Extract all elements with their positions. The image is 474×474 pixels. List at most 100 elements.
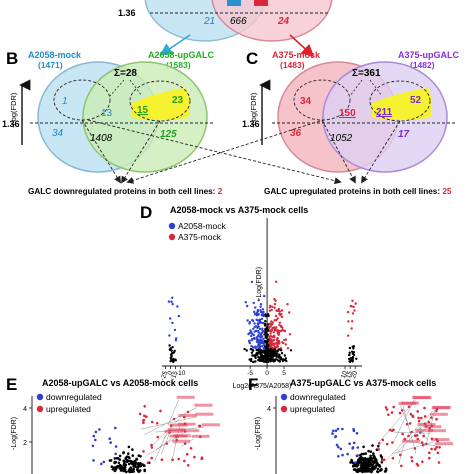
- panel-d-point: [171, 346, 174, 349]
- axis-tick-label: 2: [23, 440, 27, 447]
- panel-d-point: [269, 344, 272, 347]
- gene-leader-line: [400, 405, 409, 426]
- panel-d-point: [171, 321, 174, 325]
- scatter-point: [357, 468, 361, 472]
- panel-d-point: [276, 329, 279, 332]
- panel-d-point: [170, 349, 173, 352]
- scatter-point: [122, 469, 126, 472]
- panel-b-count-1: 1: [62, 96, 68, 107]
- panel-d-point: [251, 332, 254, 335]
- panel-d-point: [288, 311, 291, 314]
- panel-d-point: [281, 341, 284, 344]
- panel-d-point: [351, 312, 355, 315]
- panel-d-point: [271, 305, 274, 308]
- panel-d-point: [271, 348, 274, 352]
- panel-d-point: [257, 331, 260, 334]
- panel-d-point: [273, 306, 276, 309]
- panel-d-point: [169, 347, 172, 350]
- panel-d-point: [280, 349, 283, 352]
- scatter-point: [366, 466, 370, 469]
- gene-leader-line: [162, 432, 170, 440]
- panel-b-threshold-label: 1.36: [2, 119, 20, 129]
- scatter-point: [377, 442, 381, 445]
- panel-d-point: [253, 313, 257, 316]
- panel-d-point: [250, 339, 253, 342]
- panel-e-plot: -Log(FDR) 4 2 downregulated upregulated: [11, 392, 220, 474]
- scatter-point: [189, 447, 193, 450]
- panel-d-point: [267, 339, 270, 342]
- gene-leader-line: [405, 440, 438, 447]
- panel-d-point: [257, 339, 260, 342]
- panel-d-point: [272, 338, 276, 342]
- panel-d-legend-marker: [168, 222, 176, 230]
- panel-d-point: [259, 359, 262, 362]
- panel-d-point: [261, 342, 265, 345]
- panel-d-point: [260, 314, 263, 317]
- panel-d-point: [273, 302, 277, 306]
- panel-d-point: [264, 351, 268, 355]
- scatter-point: [128, 456, 131, 460]
- panel-c-down-arrow-2: [361, 120, 401, 184]
- panel-d-point: [262, 314, 266, 317]
- panel-d-x-tick-label: -10: [176, 370, 186, 377]
- axis-tick-label: 4: [267, 406, 271, 413]
- panel-c-threshold-label: 1.36: [242, 119, 260, 129]
- scatter-point: [435, 409, 438, 413]
- panel-c-count-3: 211: [376, 107, 393, 118]
- panel-d-point: [275, 280, 278, 283]
- scatter-point: [183, 459, 186, 463]
- panel-d-point: [248, 322, 251, 325]
- panel-a-threshold-label: 1.36: [118, 8, 136, 18]
- scatter-point: [113, 457, 117, 460]
- panel-d-point: [259, 338, 262, 341]
- panel-d-point: [250, 351, 254, 354]
- panel-d-point: [246, 319, 249, 322]
- scatter-point: [417, 416, 420, 420]
- panel-e-letter: E: [6, 375, 17, 394]
- scatter-point: [371, 465, 375, 468]
- scatter-point: [423, 415, 427, 418]
- scatter-point: [137, 464, 141, 468]
- scatter-point: [388, 428, 392, 432]
- panel-d-point: [259, 357, 262, 360]
- panel-d-point: [282, 329, 286, 332]
- scatter-point: [422, 434, 425, 438]
- panel-d-point: [352, 351, 356, 354]
- panel-d-point: [247, 332, 250, 336]
- panel-c-count-6: 1052: [330, 133, 353, 144]
- scatter-point: [355, 432, 359, 435]
- scatter-point: [109, 459, 113, 462]
- panel-d-point: [260, 354, 263, 357]
- panel-d-point: [351, 357, 354, 360]
- panel-d-x-tick-label: 20: [350, 370, 359, 380]
- panel-d-xlabel: Log2(A375/A2058): [233, 383, 292, 390]
- panel-b-sigma-pointer: [109, 79, 125, 97]
- scatter-point: [362, 445, 365, 449]
- panel-d-point: [261, 321, 265, 325]
- gene-leader-line: [419, 426, 428, 441]
- scatter-point: [126, 460, 129, 463]
- panel-d-x-tick-label: -15: [170, 370, 180, 382]
- caption-down: GALC downregulated proteins in both cell…: [28, 187, 223, 196]
- scatter-point: [118, 454, 122, 458]
- panel-d-point: [252, 333, 255, 337]
- panel-d-point: [264, 333, 267, 336]
- scatter-point: [198, 424, 202, 428]
- legend-marker: [36, 405, 44, 413]
- scatter-point: [383, 470, 387, 473]
- scatter-point: [352, 465, 355, 468]
- gene-label-mark: [415, 428, 434, 432]
- panel-d-point: [350, 359, 353, 362]
- panel-d-point: [271, 322, 274, 325]
- panel-d-point: [169, 317, 172, 320]
- caption-down-value: 2: [218, 187, 223, 196]
- panel-d-point: [260, 335, 263, 339]
- panel-c-left-label: A375-mock: [272, 50, 321, 60]
- panel-d-point: [269, 322, 272, 325]
- panel-f-plot: -Log(FDR) 4 downregulated upregulated: [255, 392, 454, 474]
- panel-d-point: [350, 327, 353, 330]
- scatter-point: [390, 429, 394, 433]
- panel-d-point: [348, 360, 352, 364]
- panel-d-point: [259, 321, 263, 324]
- panel-d-point: [249, 359, 253, 363]
